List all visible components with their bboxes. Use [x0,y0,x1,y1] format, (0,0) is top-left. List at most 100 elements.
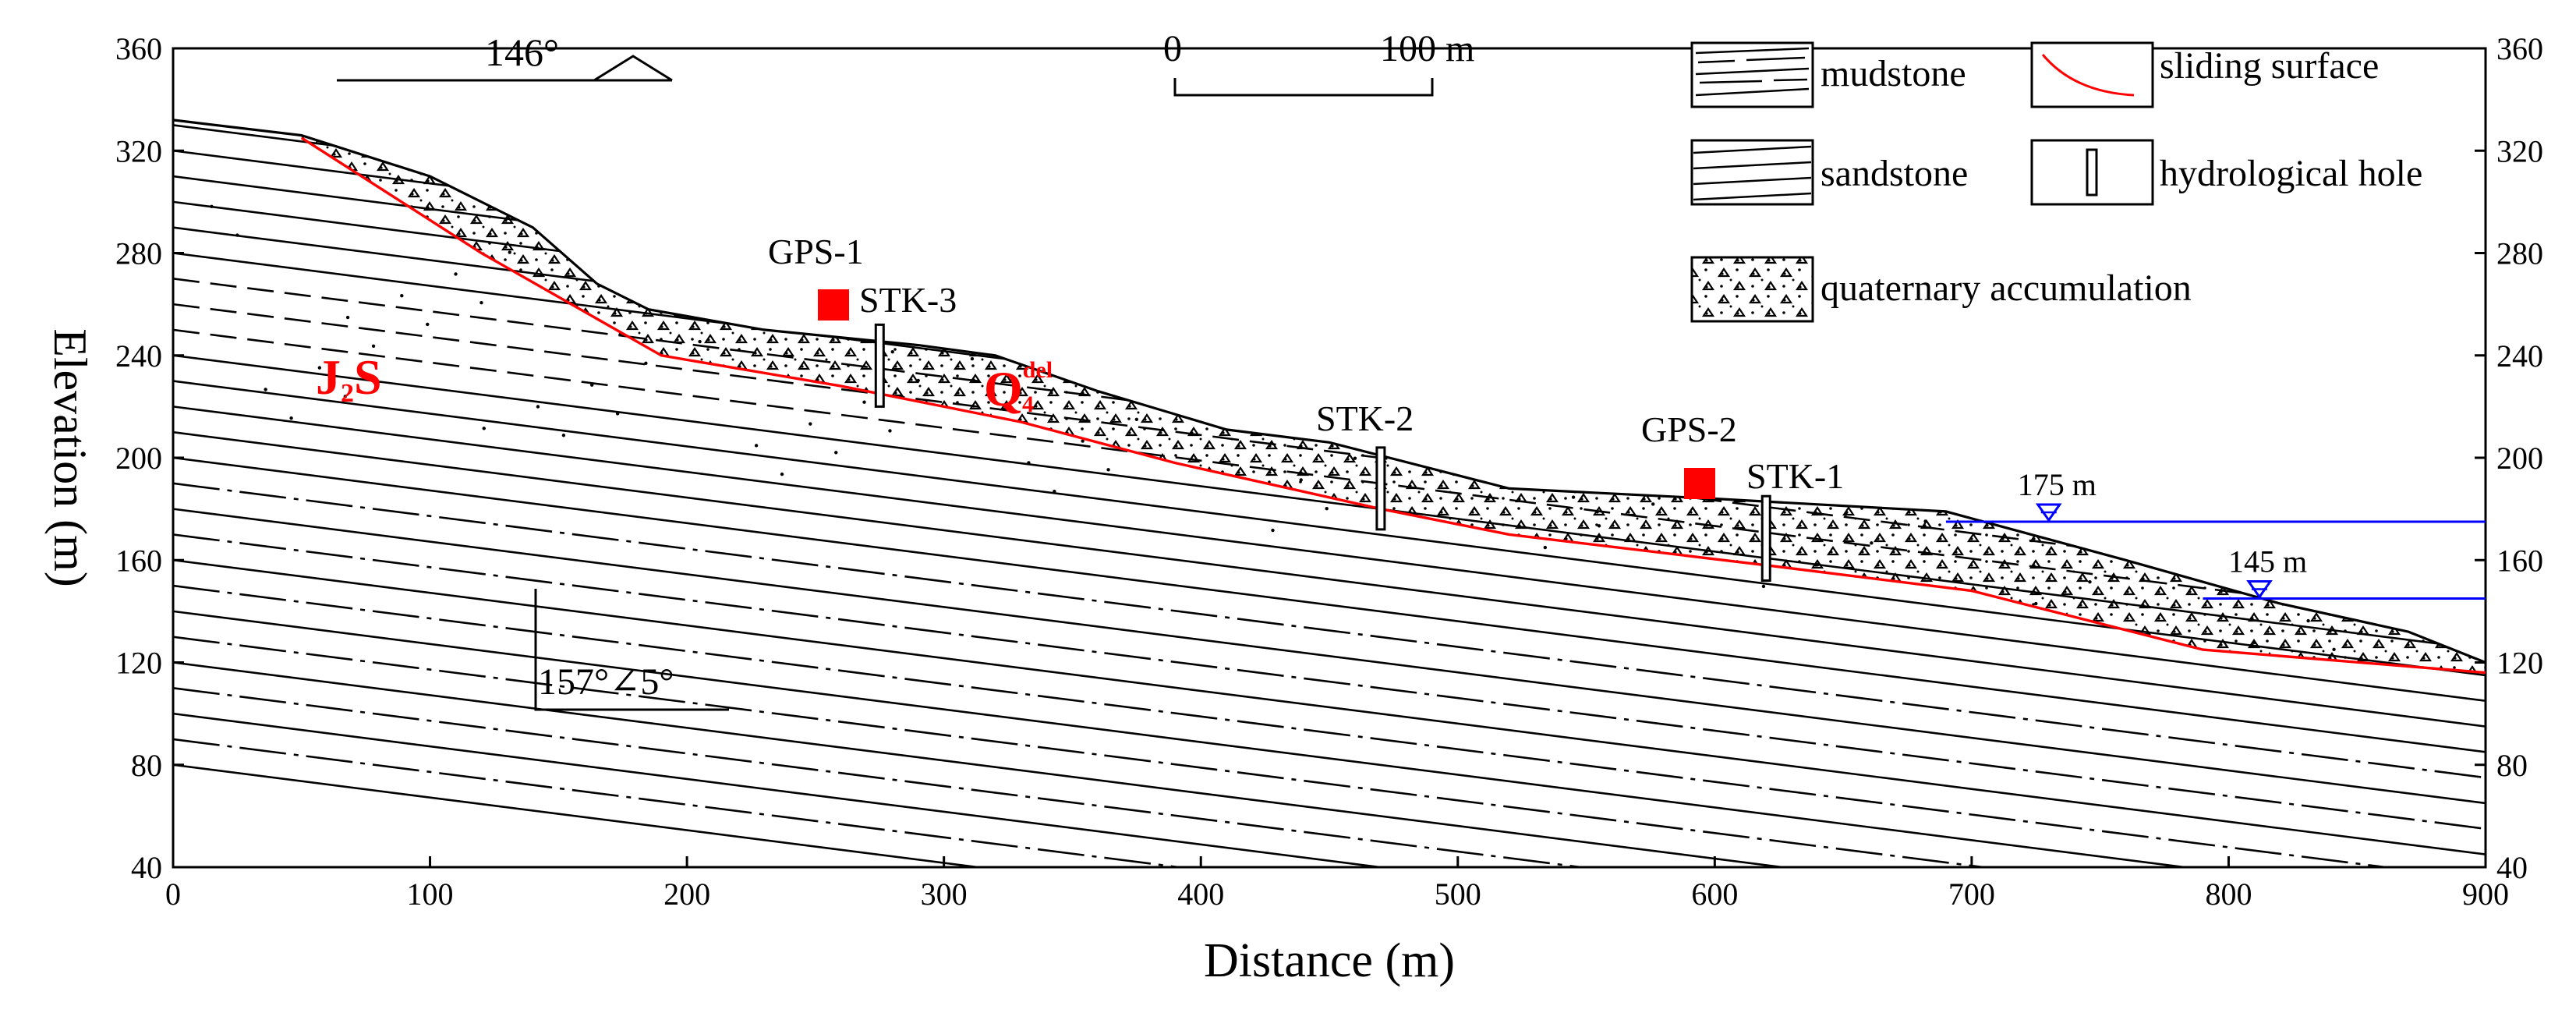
stratum-dot [264,388,267,391]
stratum-dot [2005,447,2010,452]
stratum-dot [1024,335,1028,339]
legend-sliding-surface-label: sliding surface [2160,45,2379,87]
legend-hydrological-hole-swatch [2030,139,2154,206]
stratum-dot [1787,409,1792,413]
stratum-dot [754,444,759,448]
legend-mudstone-swatch [1690,41,1814,108]
stratum-dot [235,233,239,237]
stratum-dot [317,366,322,370]
x-tick-label: 0 [165,877,181,912]
stratum-dot [1271,528,1275,533]
sliding-surface-line [300,136,2486,675]
y-tick-label-left: 240 [115,338,162,374]
stratum-dot [944,328,949,332]
stratum-dot [1707,402,1711,406]
stratum-dot [2142,558,2146,562]
stratum-dot [2196,537,2200,540]
hydrological-hole [874,323,885,408]
stratum-dot [343,395,348,398]
stratum-dot [2388,547,2393,551]
stratum-dot [862,400,866,404]
y-tick-label-right: 40 [2496,850,2528,885]
water-level-label: 145 m [2228,544,2307,579]
stratum-dot [400,294,404,298]
x-tick-label: 700 [1948,877,1995,912]
stratum-dot [426,322,430,327]
legend-sliding-surface-swatch [2030,41,2154,108]
stratum-dot [371,344,376,349]
water-level-label: 175 m [2018,467,2097,502]
stratum-dot [752,318,755,322]
legend-mudstone-label: mudstone [1821,53,1966,94]
stratum-line [173,456,2486,753]
stratum-dot [1515,391,1519,395]
stratum-dot [780,472,784,476]
y-tick-label-left: 80 [131,748,162,783]
stratum-dot [289,416,293,420]
stratum-dot [1325,507,1329,511]
stratum-dot [2170,508,2174,512]
y-tick-label-left: 40 [131,850,162,885]
x-tick-label: 900 [2462,877,2509,912]
stratum-line [173,380,2486,677]
x-tick-label: 100 [407,877,454,912]
stratum-dot [589,383,594,387]
stratum-line [173,661,2486,867]
stratum-dot [2116,530,2120,533]
y-axis-title: Elevation (m) [44,328,96,587]
y-tick-label-left: 280 [115,236,162,271]
quaternary-deposit [301,135,2486,673]
stratum-line [173,712,2486,867]
gps-1-marker [818,289,849,321]
bedrock-unit-label: J2S [316,349,382,408]
strike-label: 146° [485,30,559,74]
stratum-dot [1489,363,1493,367]
gps-1-label: GPS-1 [768,232,864,271]
ground-surface [172,119,2486,664]
stratum-dot [479,300,483,305]
stratum-line [173,508,2486,805]
stratum-dot [644,361,648,366]
stratum-dot [2278,464,2282,469]
stratum-dot [2468,554,2472,558]
stratum-dot [2414,576,2419,579]
legend-quaternary-label: quaternary accumulation [1821,267,2192,309]
x-tick-label: 600 [1691,877,1738,912]
x-tick-label: 300 [921,877,968,912]
stratum-dot [809,422,812,426]
legend-sandstone-label: sandstone [1821,153,1968,194]
stratum-dot [834,451,838,455]
y-tick-label-right: 240 [2496,338,2543,374]
scale-start-label: 0 [1163,28,1182,69]
stratum-line [173,430,2486,728]
stk-2-label: STK-2 [1316,398,1414,438]
stratum-line [173,482,2486,779]
scale-end-label: 100 m [1380,28,1474,69]
stratum-dot [2443,525,2447,530]
stratum-dot [1626,473,1629,477]
y-tick-label-right: 360 [2496,31,2543,66]
y-tick-label-right: 320 [2496,133,2543,168]
stratum-line [173,533,2486,831]
legend: mudstone sliding surface sandstone hydro… [1690,41,2422,323]
stratum-dot [2060,426,2064,430]
y-tick-label-right: 160 [2496,543,2543,578]
stratum-dot [1435,384,1439,388]
stratum-dot [726,289,731,293]
x-axis-title: Distance (m) [1204,934,1455,987]
x-tick-label: 800 [2205,877,2252,912]
dip-symbol: 157°∠5° [534,589,729,711]
y-tick-label-right: 200 [2496,441,2543,476]
stratum-dot [998,306,1003,310]
stratum-dot [2224,486,2228,491]
stratum-line [173,636,2486,867]
stratum-dot [1243,374,1247,378]
stratum-line [173,406,2486,703]
y-tick-label-left: 120 [115,646,162,681]
stratum-dot [1679,452,1683,456]
legend-hydrological-hole-label: hydrological hole [2160,153,2422,194]
stratum-dot [536,405,540,409]
stratum-dot [1053,489,1056,494]
y-tick-label-right: 280 [2496,236,2543,271]
